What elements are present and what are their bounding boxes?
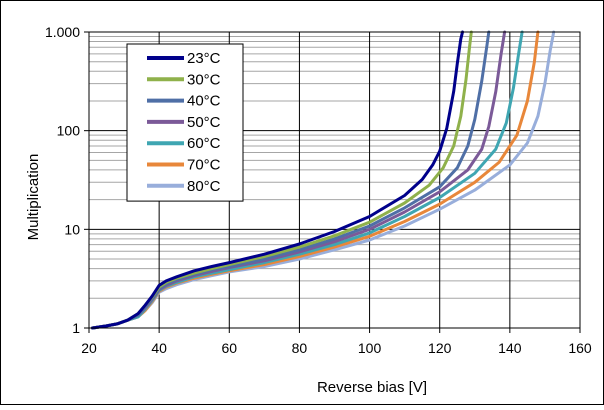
x-tick-label: 120 (428, 340, 452, 356)
y-tick-label: 1 (72, 320, 80, 336)
legend: 23°C 30°C 40°C 50°C 60°C 70°C 80°C (126, 43, 244, 202)
legend-label: 23°C (187, 50, 221, 67)
plot-area-border (88, 31, 581, 329)
legend-label: 80°C (187, 178, 221, 195)
legend-label: 50°C (187, 114, 221, 131)
x-tick-label: 20 (81, 340, 97, 356)
x-tick-label: 160 (568, 340, 592, 356)
axis-ticks: 20 40 60 80 100 120 140 160 1 10 100 1.000 (45, 24, 592, 356)
series-lines (91, 30, 556, 330)
series-line (91, 30, 464, 330)
legend-label: 30°C (187, 71, 221, 88)
x-axis-label: Reverse bias [V] (317, 379, 427, 396)
legend-label: 40°C (187, 93, 221, 110)
x-tick-label: 140 (498, 340, 522, 356)
y-tick-label: 1.000 (45, 24, 80, 40)
legend-label: 70°C (187, 157, 221, 174)
x-tick-label: 40 (151, 340, 167, 356)
x-tick-label: 60 (221, 340, 237, 356)
y-tick-label: 10 (64, 221, 80, 237)
legend-box (126, 43, 244, 202)
y-tick-label: 100 (57, 123, 81, 139)
x-tick-label: 80 (292, 340, 308, 356)
legend-label: 60°C (187, 135, 221, 152)
y-axis-label: Multiplication (25, 154, 42, 241)
x-tick-label: 100 (358, 340, 382, 356)
series-line (91, 30, 524, 330)
